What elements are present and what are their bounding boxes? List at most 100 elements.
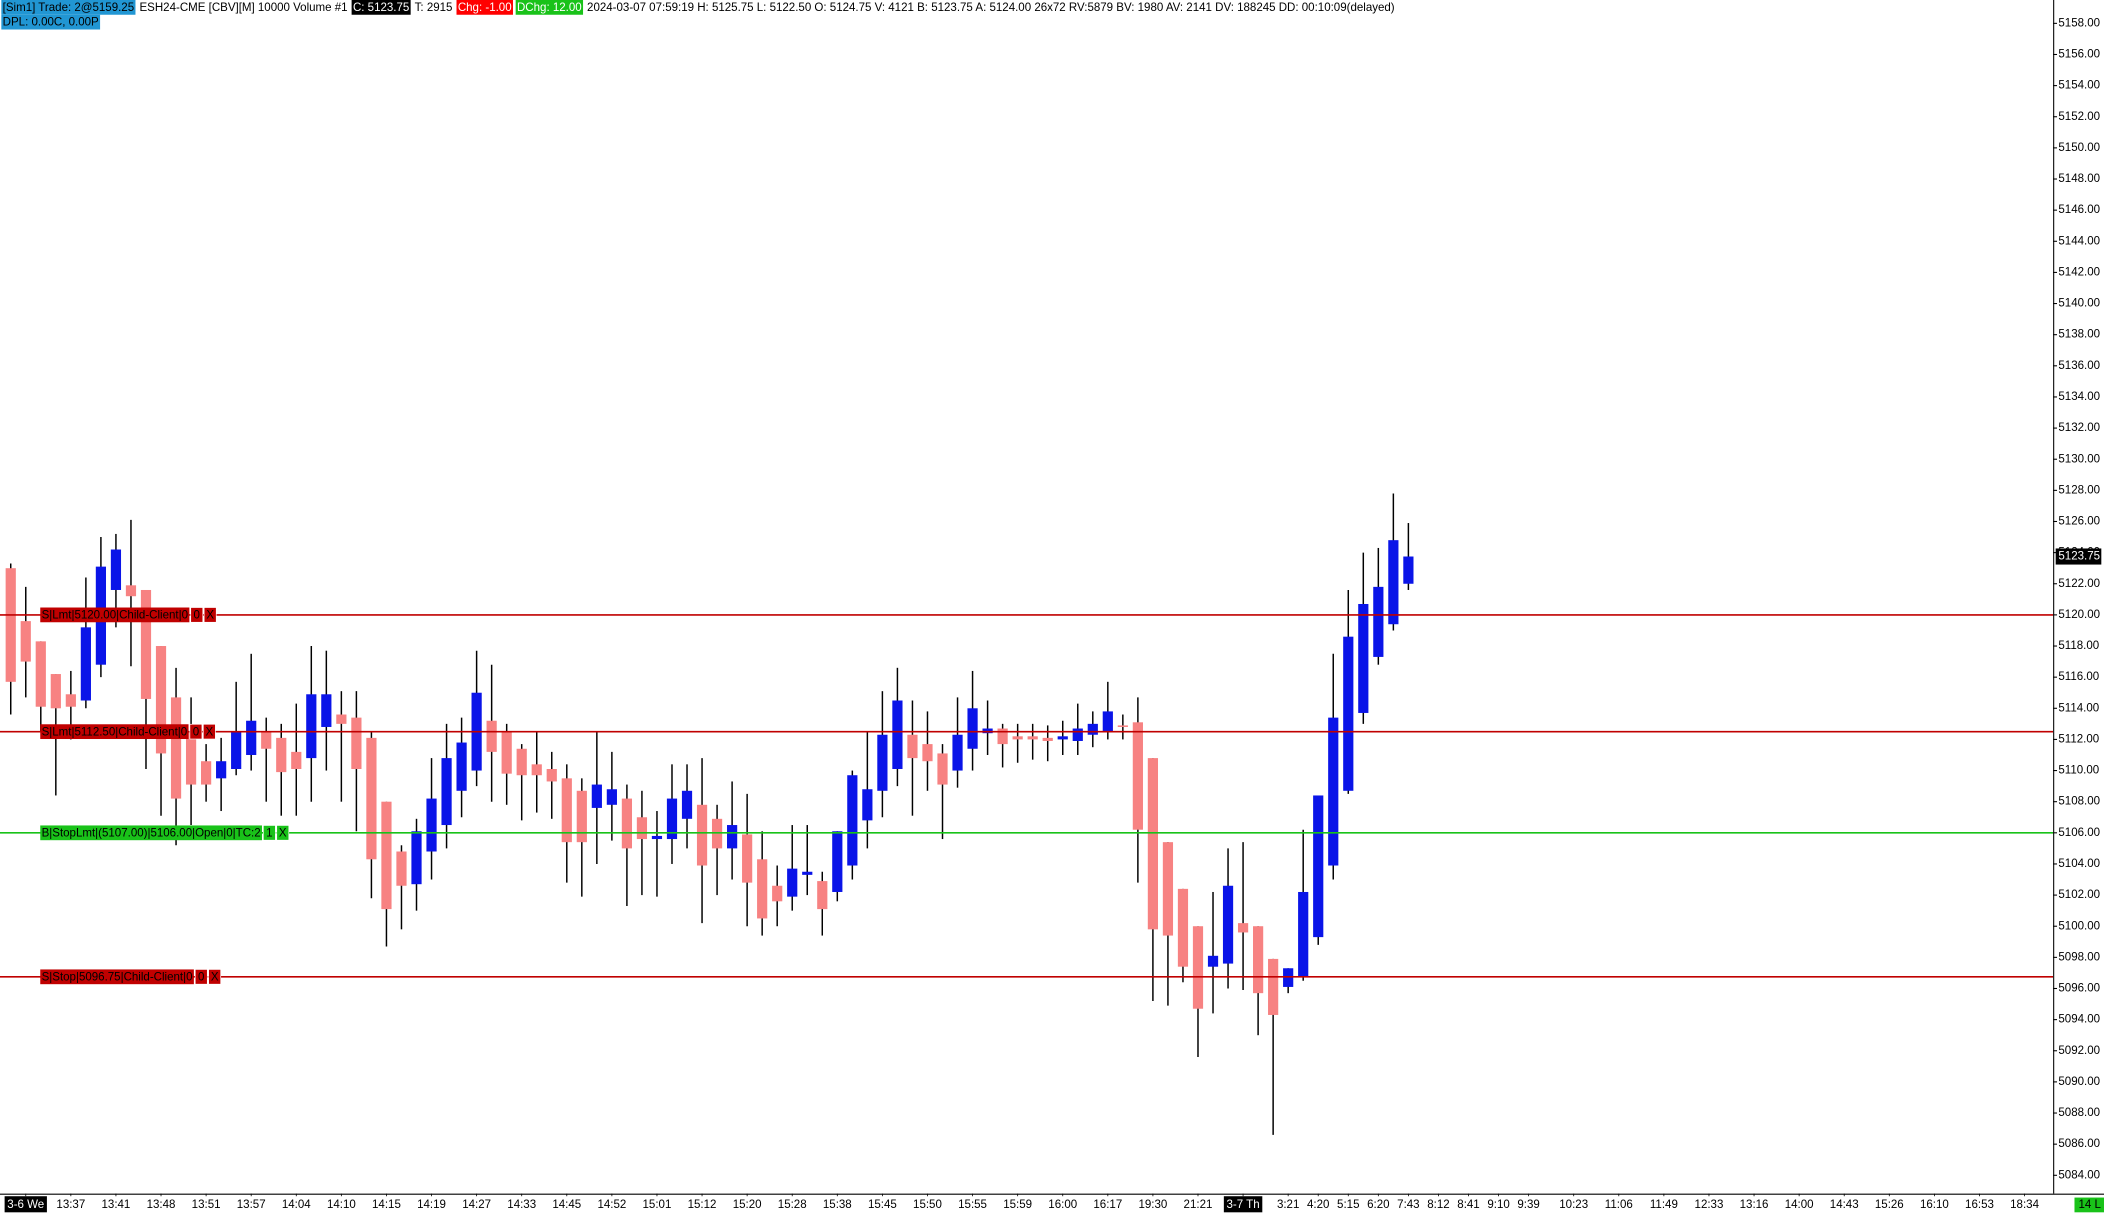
order-label-bg [40, 969, 194, 985]
x-tick-label: 14:19 [417, 1199, 446, 1211]
x-tick-label: 3-7 Th [1227, 1199, 1260, 1211]
candle-body [110, 549, 122, 590]
x-tick-label: 13:16 [1740, 1199, 1769, 1211]
candle-body [1373, 586, 1384, 657]
candle-body [757, 859, 768, 919]
order-button-label: X [279, 828, 287, 840]
order-label-bg [40, 724, 189, 740]
candle-body [1042, 737, 1053, 741]
y-tick-label: 5132.00 [2058, 422, 2100, 434]
candle-body [832, 831, 843, 892]
order-button-label: X [205, 726, 213, 738]
y-tick-label: 5140.00 [2058, 298, 2100, 310]
candle-body [877, 734, 888, 791]
candle-body [772, 885, 783, 902]
y-tick-label: 5156.00 [2058, 49, 2100, 61]
x-tick-label: 13:41 [102, 1199, 131, 1211]
candle-body [1162, 842, 1174, 936]
x-tick-label: 6:20 [1367, 1199, 1389, 1211]
x-tick-label: 13:48 [147, 1199, 176, 1211]
candle-body [486, 720, 497, 752]
x-tick-label: 13:37 [56, 1199, 85, 1211]
order-button-label: 0 [194, 610, 200, 622]
y-tick-label: 5092.00 [2058, 1045, 2100, 1057]
y-tick-label: 5088.00 [2058, 1107, 2100, 1119]
candle-body [1027, 736, 1038, 740]
y-tick-label: 5100.00 [2058, 920, 2100, 932]
x-tick-label: 11:06 [1605, 1199, 1633, 1211]
header-item-bg [515, 0, 584, 15]
x-tick-label: 16:53 [1965, 1199, 1994, 1211]
y-tick-label: 5148.00 [2058, 173, 2100, 185]
candle-body [5, 568, 16, 682]
header-item-bg [1, 0, 136, 15]
candle-body [1087, 723, 1098, 735]
candle-body [817, 881, 828, 910]
candle-body [727, 825, 738, 849]
y-tick-label: 5126.00 [2058, 516, 2100, 528]
candle-body [1057, 736, 1068, 740]
y-tick-label: 5128.00 [2058, 484, 2100, 496]
y-tick-label: 5114.00 [2058, 702, 2099, 714]
candle-body [426, 798, 437, 852]
header-item-bg [413, 0, 454, 15]
candle-body [185, 731, 197, 785]
x-tick-label: 12:33 [1695, 1199, 1724, 1211]
candle-body [787, 868, 798, 897]
session-label-bg [4, 1196, 47, 1213]
candle-body [1192, 926, 1204, 1009]
x-tick-label: 3:21 [1277, 1199, 1299, 1211]
candle-body [606, 789, 617, 805]
candle-body [1253, 926, 1264, 994]
candle-body [170, 697, 182, 799]
candle-body [125, 585, 137, 597]
header-item: C: 5123.75 [353, 2, 409, 14]
order-button-label: X [211, 972, 219, 984]
candle-body [35, 641, 46, 707]
candle-body [411, 831, 422, 885]
candle-body [1343, 636, 1354, 791]
header-line2: DPL: 0.00C, 0.00P [3, 17, 99, 29]
y-tick-label: 5118.00 [2058, 640, 2099, 652]
x-tick-label: 15:50 [913, 1199, 942, 1211]
candle-body [1237, 923, 1249, 933]
candle-body [1132, 722, 1143, 830]
candle-body [862, 789, 873, 821]
y-tick-label: 5152.00 [2058, 111, 2100, 123]
candle-body [50, 674, 61, 709]
x-tick-label: 15:12 [688, 1199, 717, 1211]
candle-body [937, 753, 948, 785]
x-tick-label: 19:30 [1138, 1199, 1167, 1211]
candle-body [1147, 758, 1159, 930]
x-tick-label: 14:43 [1830, 1199, 1859, 1211]
header-item: ESH24-CME [CBV][M] 10000 Volume #1 [139, 2, 347, 14]
session-label-bg [1223, 1196, 1263, 1213]
candle-body [1177, 888, 1189, 967]
candle-body [651, 835, 663, 840]
candle-body [546, 769, 557, 782]
candle-body [636, 817, 648, 840]
candle-body [321, 694, 332, 727]
x-tick-label: 4:20 [1307, 1199, 1329, 1211]
x-tick-label: 16:10 [1920, 1199, 1949, 1211]
header-item: Chg: -1.00 [458, 2, 512, 14]
candle-body [666, 798, 678, 840]
candle-body [1072, 728, 1083, 741]
x-tick-label: 11:49 [1650, 1199, 1678, 1211]
candle-body [1388, 540, 1399, 625]
order-label-bg [40, 825, 262, 841]
y-tick-label: 5102.00 [2058, 889, 2100, 901]
order-button [276, 825, 290, 841]
y-tick-label: 5110.00 [2058, 765, 2099, 777]
candle-body [261, 731, 272, 749]
candle-body [591, 784, 602, 808]
y-tick-label: 5084.00 [2058, 1169, 2100, 1181]
x-tick-label: 14:27 [462, 1199, 491, 1211]
x-tick-label: 7:43 [1397, 1199, 1419, 1211]
corner-label: 14 L [2079, 1199, 2102, 1211]
candle-body [1313, 795, 1324, 938]
y-tick-label: 5122.00 [2058, 578, 2100, 590]
order-button [203, 607, 217, 623]
